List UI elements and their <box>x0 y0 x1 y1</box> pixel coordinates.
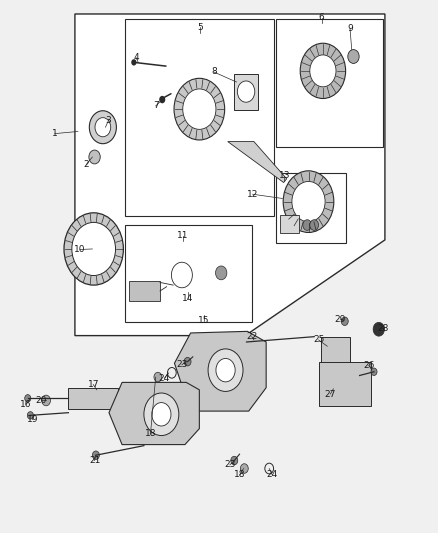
Circle shape <box>300 43 346 99</box>
Text: 26: 26 <box>363 361 374 370</box>
Circle shape <box>184 358 191 366</box>
Circle shape <box>237 81 255 102</box>
Polygon shape <box>109 382 199 445</box>
Text: 23: 23 <box>176 360 187 369</box>
Text: 6: 6 <box>319 13 325 22</box>
Circle shape <box>231 456 238 465</box>
Circle shape <box>371 368 377 375</box>
Circle shape <box>131 59 137 66</box>
Circle shape <box>64 213 124 285</box>
Circle shape <box>95 118 111 137</box>
Circle shape <box>154 372 162 382</box>
Text: 4: 4 <box>133 53 139 62</box>
Circle shape <box>208 349 243 391</box>
Circle shape <box>42 395 50 406</box>
Circle shape <box>92 451 99 459</box>
Text: 18: 18 <box>145 430 156 439</box>
Text: 12: 12 <box>247 190 258 199</box>
Polygon shape <box>174 332 266 411</box>
Text: 2: 2 <box>84 160 89 169</box>
Text: 1: 1 <box>52 129 58 138</box>
Text: 18: 18 <box>234 471 246 479</box>
Text: 17: 17 <box>88 380 99 389</box>
Circle shape <box>152 402 171 426</box>
Text: 23: 23 <box>224 461 236 469</box>
Text: 29: 29 <box>335 315 346 324</box>
Text: 20: 20 <box>35 396 46 405</box>
Text: 15: 15 <box>198 316 209 325</box>
Bar <box>234 74 258 110</box>
Text: 10: 10 <box>74 245 86 254</box>
Text: 7: 7 <box>153 101 159 110</box>
Circle shape <box>341 317 348 326</box>
Circle shape <box>25 394 31 402</box>
Polygon shape <box>75 14 385 336</box>
Circle shape <box>216 359 235 382</box>
Circle shape <box>183 89 216 130</box>
Circle shape <box>215 266 227 280</box>
Text: 24: 24 <box>159 374 170 383</box>
Text: 13: 13 <box>279 171 290 180</box>
Text: 14: 14 <box>182 294 193 303</box>
Circle shape <box>303 220 311 230</box>
Polygon shape <box>228 142 287 182</box>
Circle shape <box>89 111 117 144</box>
Circle shape <box>243 338 250 346</box>
Circle shape <box>89 150 100 164</box>
Text: 27: 27 <box>325 390 336 399</box>
Circle shape <box>159 96 165 103</box>
Polygon shape <box>319 362 371 406</box>
Circle shape <box>283 171 334 232</box>
Text: 22: 22 <box>246 332 258 341</box>
Bar <box>280 215 299 233</box>
Circle shape <box>174 78 225 140</box>
Text: 3: 3 <box>106 116 111 125</box>
Circle shape <box>373 322 385 336</box>
Circle shape <box>144 393 179 435</box>
Text: 19: 19 <box>27 415 38 424</box>
Circle shape <box>310 220 318 230</box>
Circle shape <box>348 50 359 63</box>
Text: 9: 9 <box>347 24 353 33</box>
Text: 21: 21 <box>89 456 100 465</box>
Polygon shape <box>68 387 160 409</box>
Text: 24: 24 <box>267 471 278 479</box>
Polygon shape <box>321 337 350 368</box>
Text: 16: 16 <box>20 400 32 409</box>
Text: 11: 11 <box>177 231 189 240</box>
Text: 5: 5 <box>198 23 203 32</box>
Circle shape <box>310 55 336 87</box>
Circle shape <box>27 411 33 419</box>
Text: 8: 8 <box>211 68 217 76</box>
Text: 28: 28 <box>377 324 389 333</box>
Circle shape <box>292 181 325 222</box>
Circle shape <box>171 262 192 288</box>
Circle shape <box>240 464 248 473</box>
Bar <box>130 281 160 301</box>
Text: 25: 25 <box>313 335 324 344</box>
Circle shape <box>72 222 116 276</box>
